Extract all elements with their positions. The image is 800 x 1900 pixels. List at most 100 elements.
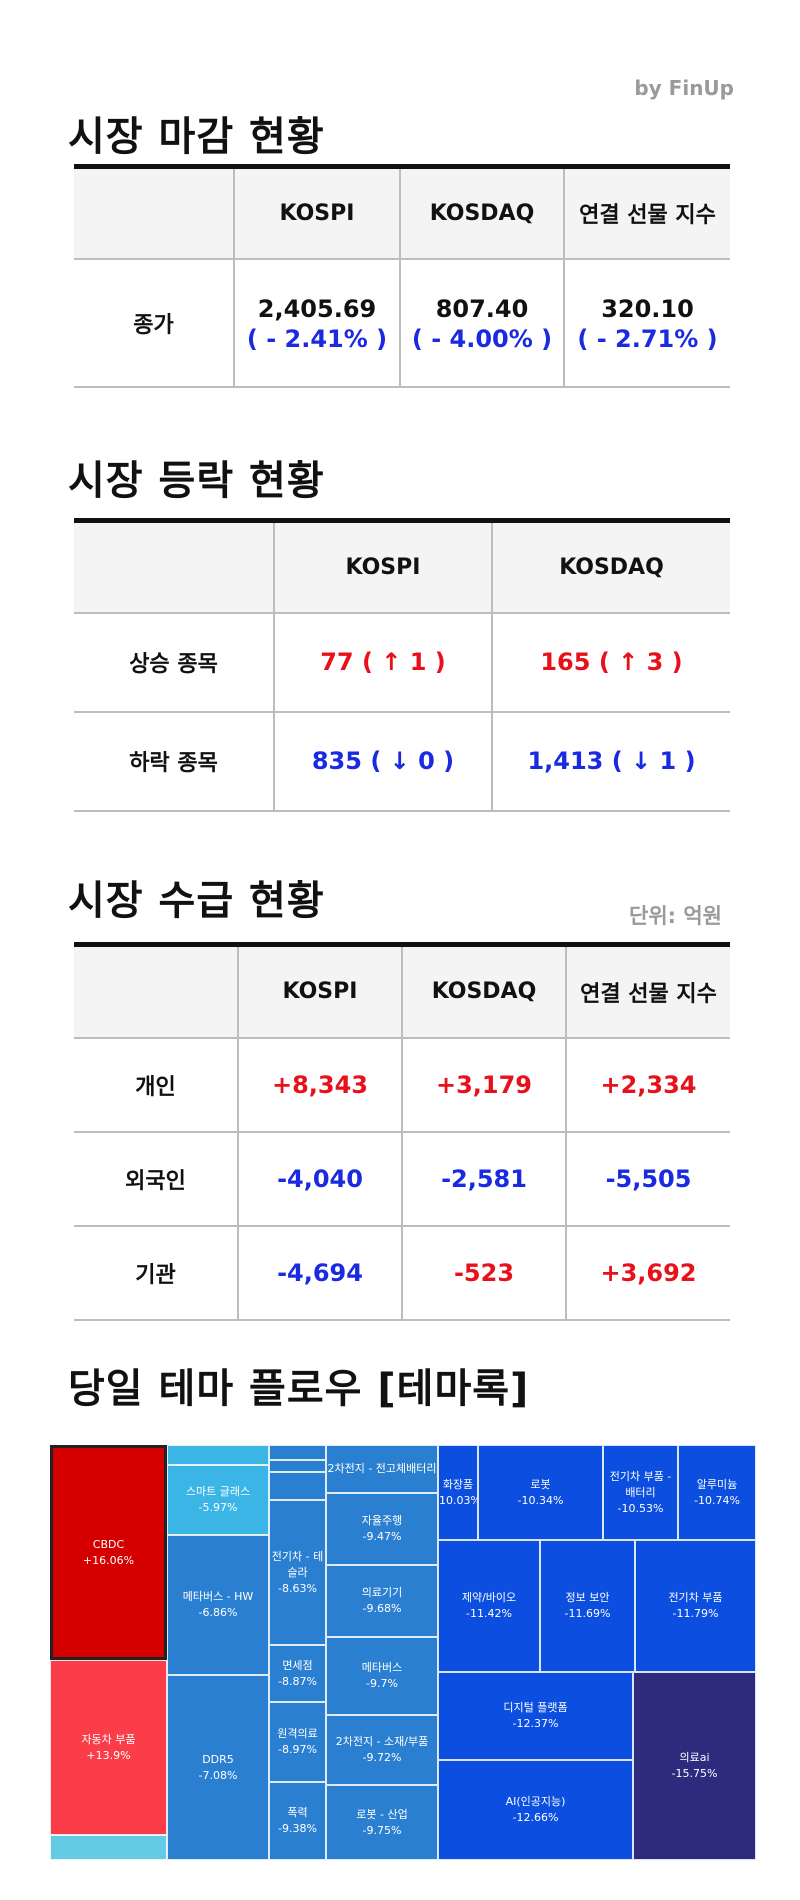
breadth-up-kosdaq: 165 ( ↑ 3 ): [491, 611, 730, 713]
breadth-down-label: 하락 종목: [74, 710, 275, 812]
theme-tile-name: 2차전지 - 소재/부품: [335, 1735, 429, 1748]
flow-individual-kospi: +8,343: [237, 1036, 403, 1133]
theme-tile-metaverse[interactable]: 메타버스 -9.7%: [326, 1637, 438, 1715]
theme-tile-heat[interactable]: 폭력 -9.38%: [269, 1782, 326, 1860]
theme-tile-pct: -9.75%: [362, 1823, 402, 1837]
theme-tile-name: 제약/바이오: [461, 1591, 517, 1604]
theme-tile-pct: -11.79%: [672, 1607, 719, 1620]
theme-tile-name: 의료ai: [679, 1751, 710, 1764]
theme-tile-name: 정보 보안: [565, 1591, 610, 1604]
theme-tile-name: 폭력: [287, 1806, 308, 1819]
flow-section-title: 시장 수급 현황: [68, 878, 325, 924]
flow-header-futures: 연결 선물 지수: [565, 944, 730, 1039]
close-kospi-value: 2,405.69: [257, 294, 377, 323]
theme-tile-security[interactable]: 정보 보안 -11.69%: [540, 1540, 635, 1672]
theme-tile-pharma-bio[interactable]: 제약/바이오 -11.42%: [438, 1540, 540, 1672]
theme-tile-small-d[interactable]: [269, 1472, 326, 1500]
close-futures-cell: 320.10 ( - 2.71% ): [563, 257, 730, 388]
theme-tile-auto-parts[interactable]: 자동차 부품 +13.9%: [50, 1660, 167, 1835]
theme-tile-duty-free[interactable]: 면세점 -8.87%: [269, 1645, 326, 1702]
theme-tile-name: 화장품: [442, 1477, 474, 1491]
theme-tile-cosmetics[interactable]: 화장품 -10.03%: [438, 1445, 478, 1540]
theme-tile-name: 전기차 부품: [668, 1591, 723, 1604]
theme-tile-name: 로봇: [530, 1477, 551, 1491]
close-futures-value: 320.10: [601, 294, 694, 323]
close-header-empty: [74, 166, 235, 260]
breadth-up-row: 상승 종목 77 ( ↑ 1 ) 165 ( ↑ 3 ): [74, 611, 730, 713]
flow-header-kosdaq: KOSDAQ: [401, 944, 567, 1039]
theme-tile-ev-battery[interactable]: 전기차 부품 - 배터리 -10.53%: [603, 1445, 678, 1540]
theme-tile-battery-material[interactable]: 2차전지 - 소재/부품 -9.72%: [326, 1715, 438, 1785]
flow-unit-label: 단위: 억원: [629, 904, 722, 928]
theme-tile-ev-parts[interactable]: 전기차 부품 -11.79%: [635, 1540, 756, 1672]
theme-tile-medical-ai[interactable]: 의료ai -15.75%: [633, 1672, 756, 1860]
theme-tile-pct: -5.97%: [198, 1501, 238, 1514]
theme-tile-pct: -10.53%: [617, 1501, 664, 1515]
theme-tile-name: 의료기기: [361, 1586, 403, 1599]
flow-individual-kosdaq: +3,179: [401, 1036, 567, 1133]
theme-tile-metaverse-hw[interactable]: 메타버스 - HW -6.86%: [167, 1535, 269, 1675]
theme-tile-pct: -8.97%: [278, 1743, 317, 1756]
theme-tile-name: DDR5: [202, 1752, 234, 1766]
close-kosdaq-value: 807.40: [435, 294, 529, 323]
theme-tile-smart-glass[interactable]: 스마트 글래스 -5.97%: [167, 1465, 269, 1535]
theme-tile-pct: -11.42%: [466, 1607, 512, 1620]
theme-tile-name: 자동차 부품: [81, 1732, 136, 1746]
theme-tile-pct: -10.03%: [439, 1493, 477, 1507]
theme-tile-robot-industry[interactable]: 로봇 - 산업 -9.75%: [326, 1785, 438, 1860]
theme-tile-pct: -9.68%: [362, 1602, 402, 1615]
theme-tile-ai[interactable]: AI(인공지능) -12.66%: [438, 1760, 633, 1860]
close-row-label: 종가: [74, 257, 235, 388]
theme-tile-small-a[interactable]: [167, 1445, 269, 1465]
theme-tile-digital-platform[interactable]: 디지털 플랫폼 -12.37%: [438, 1672, 633, 1760]
theme-tile-ddr5[interactable]: DDR5 -7.08%: [167, 1675, 269, 1860]
flow-foreign-row: 외국인 -4,040 -2,581 -5,505: [74, 1130, 730, 1227]
theme-tile-pct: -8.87%: [278, 1674, 317, 1688]
breadth-down-kosdaq: 1,413 ( ↓ 1 ): [491, 710, 730, 812]
theme-tile-pct: -10.34%: [517, 1493, 564, 1507]
theme-tile-pct: -15.75%: [671, 1767, 718, 1780]
theme-tile-ev-tesla[interactable]: 전기차 - 테슬라 -8.63%: [269, 1500, 326, 1645]
theme-tile-pct: -11.69%: [564, 1607, 611, 1620]
theme-tile-small-up[interactable]: [50, 1835, 167, 1860]
theme-tile-small-b[interactable]: [269, 1445, 326, 1460]
theme-tile-pct: +16.06%: [82, 1553, 135, 1567]
flow-foreign-label: 외국인: [74, 1130, 239, 1227]
theme-treemap: CBDC +16.06% 자동차 부품 +13.9% 스마트 글래스 -5.97…: [50, 1445, 756, 1860]
breadth-header-empty: [74, 520, 275, 614]
theme-tile-pct: -10.74%: [694, 1493, 740, 1507]
flow-institution-futures: +3,692: [565, 1224, 730, 1321]
flow-institution-label: 기관: [74, 1224, 239, 1321]
theme-tile-name: 2차전지 - 전고체배터리: [327, 1462, 437, 1475]
flow-table: KOSPI KOSDAQ 연결 선물 지수 개인 +8,343 +3,179 +…: [74, 942, 730, 1321]
flow-foreign-kosdaq: -2,581: [401, 1130, 567, 1227]
theme-tile-cbdc[interactable]: CBDC +16.06%: [50, 1445, 167, 1660]
close-futures-change: ( - 2.71% ): [577, 324, 718, 353]
theme-tile-battery-solid[interactable]: 2차전지 - 전고체배터리: [326, 1445, 438, 1493]
breadth-table: KOSPI KOSDAQ 상승 종목 77 ( ↑ 1 ) 165 ( ↑ 3 …: [74, 518, 730, 812]
theme-tile-telemed[interactable]: 원격의료 -8.97%: [269, 1702, 326, 1782]
theme-tile-pct: -7.08%: [198, 1768, 238, 1782]
theme-tile-pct: -12.37%: [512, 1717, 559, 1730]
theme-tile-aluminum[interactable]: 알루미늄 -10.74%: [678, 1445, 756, 1540]
flow-individual-futures: +2,334: [565, 1036, 730, 1133]
breadth-down-kospi: 835 ( ↓ 0 ): [273, 710, 493, 812]
theme-section-title: 당일 테마 플로우 [테마록]: [68, 1366, 530, 1412]
theme-tile-autonomous[interactable]: 자율주행 -9.47%: [326, 1493, 438, 1565]
theme-tile-pct: -9.38%: [278, 1822, 317, 1835]
theme-tile-name: 스마트 글래스: [185, 1485, 251, 1498]
theme-tile-small-c[interactable]: [269, 1460, 326, 1472]
theme-tile-medical-device[interactable]: 의료기기 -9.68%: [326, 1565, 438, 1637]
theme-tile-robot[interactable]: 로봇 -10.34%: [478, 1445, 603, 1540]
close-header-row: KOSPI KOSDAQ 연결 선물 지수: [74, 166, 730, 260]
theme-tile-name: 자율주행: [361, 1514, 403, 1527]
theme-tile-name: 면세점: [282, 1658, 313, 1672]
flow-institution-kosdaq: -523: [401, 1224, 567, 1321]
close-section-title: 시장 마감 현황: [68, 114, 325, 160]
close-table: KOSPI KOSDAQ 연결 선물 지수 종가 2,405.69 ( - 2.…: [74, 164, 730, 388]
flow-header-empty: [74, 944, 239, 1039]
theme-tile-name: 메타버스 - HW: [182, 1590, 254, 1603]
breadth-up-label: 상승 종목: [74, 611, 275, 713]
theme-tile-pct: -9.72%: [362, 1751, 402, 1764]
theme-tile-name: 전기차 부품 - 배터리: [609, 1469, 672, 1499]
